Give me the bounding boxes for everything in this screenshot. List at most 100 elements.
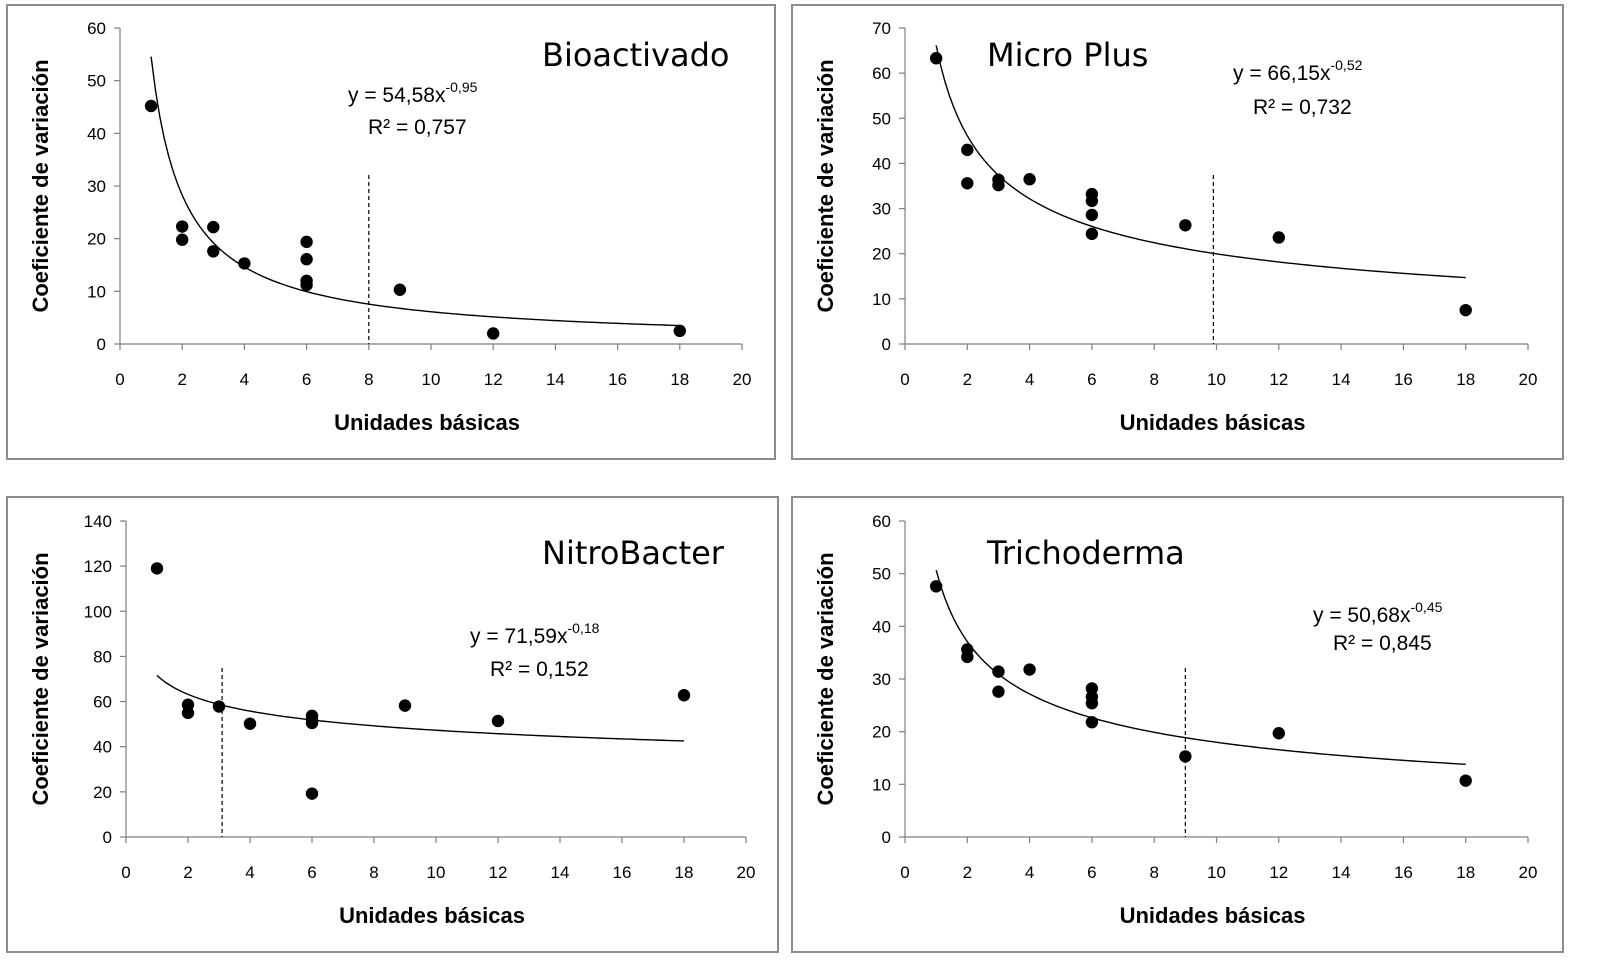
x-tick-label: 10 bbox=[1207, 863, 1226, 882]
y-axis-title: Coeficiente de variación bbox=[28, 59, 53, 312]
x-tick-label: 14 bbox=[1332, 370, 1351, 389]
power-trendline bbox=[935, 45, 1466, 279]
data-point bbox=[491, 714, 505, 728]
x-axis-title: Unidades básicas bbox=[334, 410, 520, 435]
x-tick-label: 2 bbox=[963, 863, 972, 882]
equation-exponent: -0,52 bbox=[1330, 57, 1362, 73]
data-point bbox=[673, 324, 686, 338]
y-tick-label: 20 bbox=[872, 245, 891, 264]
y-tick-label: 0 bbox=[103, 828, 112, 847]
data-point bbox=[961, 650, 974, 664]
equation-base: y = 54,58x bbox=[348, 84, 446, 107]
y-tick-label: 10 bbox=[87, 282, 106, 301]
chart-title: Trichoderma bbox=[986, 534, 1185, 572]
data-point bbox=[1023, 173, 1036, 186]
x-tick-label: 20 bbox=[733, 370, 752, 389]
data-point bbox=[243, 717, 257, 730]
y-tick-label: 30 bbox=[87, 177, 106, 196]
data-point bbox=[1459, 303, 1472, 317]
x-tick-label: 4 bbox=[245, 863, 254, 882]
data-point bbox=[144, 99, 158, 113]
y-tick-label: 30 bbox=[872, 200, 891, 219]
y-tick-label: 10 bbox=[872, 290, 891, 309]
x-tick-label: 18 bbox=[675, 863, 694, 882]
y-tick-label: 100 bbox=[84, 602, 112, 621]
y-tick-label: 20 bbox=[872, 723, 891, 742]
x-tick-label: 4 bbox=[240, 370, 249, 389]
y-axis-title: Coeficiente de variación bbox=[28, 552, 53, 805]
x-tick-label: 10 bbox=[422, 370, 441, 389]
x-tick-label: 6 bbox=[1087, 863, 1096, 882]
chart-svg: 0 10 20 30 40 50 60 0 2 4 6 8 10 12 14 16 18 20 Bioactivad… bbox=[28, 19, 752, 435]
data-point bbox=[1085, 194, 1099, 208]
data-point bbox=[300, 235, 313, 249]
data-point bbox=[176, 220, 189, 233]
data-point bbox=[1085, 208, 1099, 222]
data-point bbox=[929, 580, 943, 593]
data-point bbox=[961, 143, 974, 157]
y-tick-label: 120 bbox=[84, 557, 112, 576]
equation-exponent: -0,45 bbox=[1410, 599, 1442, 615]
data-point bbox=[1272, 231, 1285, 244]
x-tick-label: 0 bbox=[900, 863, 909, 882]
y-axis-title: Coeficiente de variación bbox=[813, 552, 838, 805]
x-tick-label: 10 bbox=[427, 863, 446, 882]
x-tick-label: 8 bbox=[369, 863, 378, 882]
y-tick-label: 80 bbox=[93, 647, 112, 666]
data-point bbox=[393, 283, 407, 296]
x-tick-label: 18 bbox=[1456, 863, 1475, 882]
x-tick-label: 2 bbox=[183, 863, 192, 882]
data-point bbox=[1459, 774, 1472, 787]
y-tick-label: 0 bbox=[882, 828, 891, 847]
y-tick-label: 40 bbox=[872, 154, 891, 173]
data-point bbox=[207, 220, 220, 234]
x-tick-label: 16 bbox=[1394, 863, 1413, 882]
chart-svg: 0 10 20 30 40 50 60 0 2 4 6 8 10 12 14 16 18 20 Trichoderm… bbox=[813, 512, 1537, 928]
x-tick-label: 12 bbox=[1269, 370, 1288, 389]
x-tick-label: 16 bbox=[1394, 370, 1413, 389]
x-tick-label: 14 bbox=[551, 863, 570, 882]
y-axis-title: Coeficiente de variación bbox=[813, 59, 838, 312]
y-tick-label: 20 bbox=[93, 783, 112, 802]
y-tick-label: 40 bbox=[93, 738, 112, 757]
y-tick-label: 40 bbox=[87, 124, 106, 143]
data-point bbox=[212, 700, 226, 713]
data-point bbox=[992, 665, 1005, 678]
x-tick-label: 14 bbox=[546, 370, 565, 389]
data-point bbox=[1179, 750, 1192, 763]
data-point bbox=[1085, 715, 1099, 729]
x-tick-label: 8 bbox=[364, 370, 373, 389]
data-point bbox=[487, 327, 500, 340]
data-point bbox=[181, 706, 195, 720]
trendline-equation: y = 71,59x-0,18 bbox=[470, 620, 600, 648]
power-trendline bbox=[935, 569, 1466, 766]
x-axis-title: Unidades básicas bbox=[339, 903, 525, 928]
data-point bbox=[238, 257, 251, 270]
y-tick-label: 140 bbox=[84, 512, 112, 531]
y-tick-label: 30 bbox=[872, 670, 891, 689]
chart-panel-micro-plus: 0 10 20 30 40 50 60 70 0 2 4 6 8 10 12 14 16 18 20 Micro Pl… bbox=[791, 4, 1564, 460]
data-point bbox=[300, 253, 313, 266]
data-point bbox=[929, 52, 943, 65]
y-tick-label: 60 bbox=[872, 512, 891, 531]
data-point bbox=[1085, 227, 1099, 241]
equation-base: y = 66,15x bbox=[1233, 62, 1331, 85]
y-tick-label: 20 bbox=[87, 230, 106, 249]
trendline-equation: y = 50,68x-0,45 bbox=[1313, 599, 1443, 627]
y-tick-label: 60 bbox=[872, 64, 891, 83]
x-tick-label: 2 bbox=[177, 370, 186, 389]
y-tick-label: 0 bbox=[882, 335, 891, 354]
data-point bbox=[1023, 663, 1036, 676]
r-squared-label: R² = 0,845 bbox=[1333, 632, 1432, 655]
x-tick-label: 0 bbox=[900, 370, 909, 389]
x-tick-label: 18 bbox=[670, 370, 689, 389]
data-point bbox=[1272, 727, 1285, 740]
x-tick-label: 4 bbox=[1025, 863, 1034, 882]
x-tick-label: 16 bbox=[608, 370, 627, 389]
x-tick-label: 8 bbox=[1149, 863, 1158, 882]
y-tick-label: 40 bbox=[872, 617, 891, 636]
equation-exponent: -0,95 bbox=[445, 79, 477, 95]
data-point bbox=[992, 178, 1005, 192]
x-tick-label: 0 bbox=[121, 863, 130, 882]
data-point bbox=[992, 685, 1005, 698]
